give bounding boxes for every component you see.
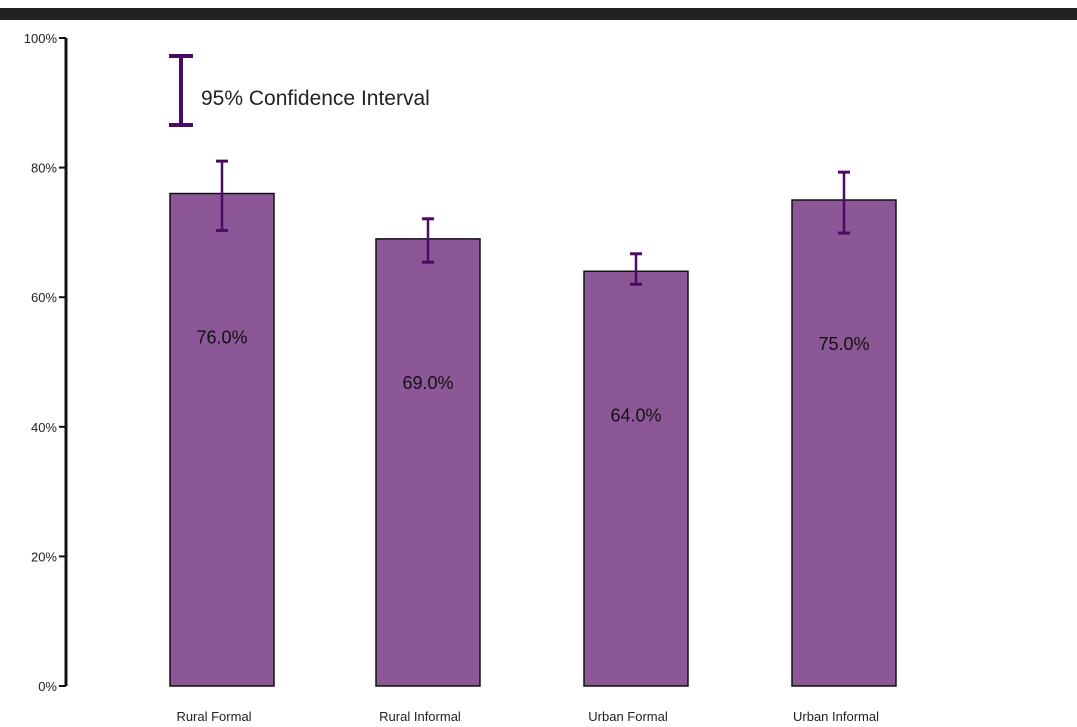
category-label: Rural Informal xyxy=(379,709,461,724)
bar-data-label: 76.0% xyxy=(196,328,247,348)
bar-rural-formal xyxy=(170,194,274,686)
y-tick-label: 60% xyxy=(31,290,57,305)
y-tick-label: 40% xyxy=(31,420,57,435)
bar-data-label: 64.0% xyxy=(610,405,661,425)
category-label: Rural Formal xyxy=(176,709,251,724)
category-label: Urban Formal xyxy=(588,709,668,724)
y-tick-label: 100% xyxy=(24,31,58,46)
category-labels: Rural Formal Rural Informal Urban Formal Ur… xyxy=(176,709,879,724)
error-bars xyxy=(216,161,850,284)
legend: 95% Confidence Interval xyxy=(169,56,430,125)
bar-data-label: 69.0% xyxy=(402,373,453,393)
bars xyxy=(170,194,896,686)
y-tick-label: 80% xyxy=(31,161,57,176)
category-label: Urban Informal xyxy=(793,709,879,724)
bar-urban-formal xyxy=(584,271,688,686)
bar-data-label: 75.0% xyxy=(818,334,869,354)
bar-rural-informal xyxy=(376,239,480,686)
bar-urban-informal xyxy=(792,200,896,686)
top-rule xyxy=(0,8,1077,20)
data-labels: 76.0% 69.0% 64.0% 75.0% xyxy=(196,328,869,426)
legend-label: 95% Confidence Interval xyxy=(201,87,430,110)
y-tick-label: 20% xyxy=(31,549,57,564)
y-tick-label: 0% xyxy=(38,679,57,694)
y-axis-ticks: 0% 20% 40% 60% 80% 100% xyxy=(24,31,66,694)
